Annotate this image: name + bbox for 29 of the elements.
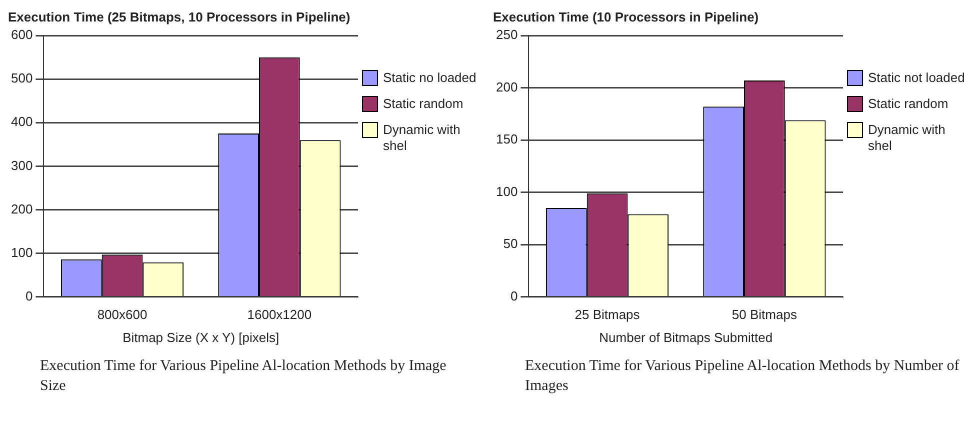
x-tick-label: 1600x1200 bbox=[247, 307, 312, 322]
y-tick-label: 100 bbox=[496, 184, 518, 199]
y-tick-label: 300 bbox=[10, 158, 33, 173]
x-axis-title: Bitmap Size (X x Y) [pixels] bbox=[122, 330, 280, 345]
text: Execution Time for Various Pipeline Al-location Methods by Image Size bbox=[40, 357, 448, 396]
y-tick-label: 100 bbox=[10, 244, 33, 260]
y-tick-label: 0 bbox=[25, 288, 33, 304]
legend-label: Dynamic with shel bbox=[868, 122, 946, 154]
y-tick-label: 150 bbox=[496, 132, 518, 147]
y-tick-label: 500 bbox=[10, 70, 33, 86]
x-axis-title: Number of Bitmaps Submitted bbox=[599, 330, 773, 345]
legend-label: Static not loaded bbox=[868, 70, 965, 86]
x-tick-label: 25 Bitmaps bbox=[574, 307, 640, 322]
y-tick-label: 0 bbox=[510, 288, 518, 304]
y-tick-label: 200 bbox=[496, 79, 518, 94]
legend-label: Static no loaded bbox=[383, 70, 476, 86]
x-tick-label: 50 Bitmaps bbox=[732, 307, 798, 322]
y-tick-label: 600 bbox=[10, 27, 33, 42]
y-tick-label: 200 bbox=[10, 201, 33, 216]
chart-title: Execution Time (10 Processors in Pipeline) bbox=[493, 9, 759, 24]
chart-title: Execution Time (25 Bitmaps, 10 Processors in Pipeline) bbox=[8, 9, 350, 24]
x-tick-label: 800x600 bbox=[97, 307, 148, 322]
legend-label: Static random bbox=[868, 96, 948, 112]
y-tick-label: 250 bbox=[496, 27, 518, 42]
y-tick-label: 400 bbox=[10, 114, 33, 130]
y-tick-label: 50 bbox=[503, 236, 518, 252]
text: Execution Time for Various Pipeline Al-location Methods by Number of Images bbox=[525, 357, 960, 396]
legend-label: Static random bbox=[383, 96, 464, 112]
legend-label: Dynamic with shel bbox=[383, 122, 462, 154]
